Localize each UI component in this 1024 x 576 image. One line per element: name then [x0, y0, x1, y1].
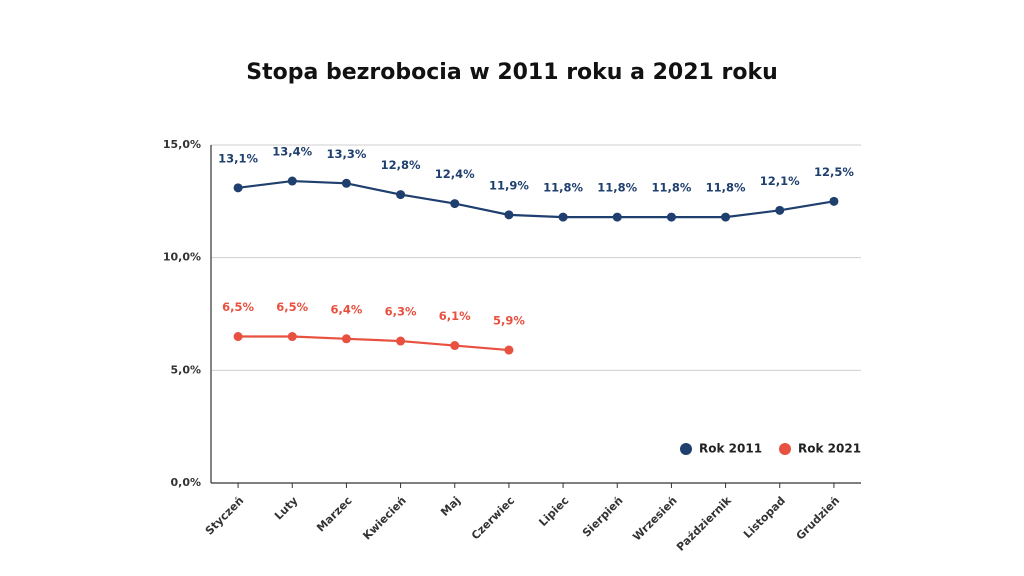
point	[233, 183, 243, 193]
legend-marker	[779, 443, 791, 455]
data-label: 6,4%	[330, 302, 362, 316]
point	[396, 190, 406, 200]
y-tick-label: 0,0%	[170, 476, 201, 489]
point	[504, 345, 514, 355]
x-tick-label: Lipiec	[536, 494, 571, 529]
series-line	[238, 335, 510, 352]
data-label: 12,5%	[814, 165, 854, 179]
data-label: 11,9%	[489, 178, 529, 192]
point	[558, 212, 568, 222]
x-tick-label: Sierpień	[580, 494, 626, 540]
point	[504, 210, 514, 220]
x-tick-label: Luty	[272, 494, 300, 522]
legend-label: Rok 2011	[699, 442, 762, 456]
point	[775, 205, 785, 215]
x-tick-label: Maj	[438, 494, 463, 519]
data-label: 5,9%	[493, 314, 525, 328]
y-tick-label: 5,0%	[170, 363, 201, 376]
point	[396, 336, 406, 346]
x-tick-label: Grudzień	[794, 494, 843, 543]
data-label: 13,4%	[272, 145, 312, 159]
data-label: 13,1%	[218, 151, 258, 165]
point	[450, 199, 460, 209]
data-label: 11,8%	[543, 181, 583, 195]
data-label: 6,1%	[439, 309, 471, 323]
y-tick-label: 15,0%	[163, 138, 201, 151]
point	[341, 334, 351, 344]
point	[612, 212, 622, 222]
data-label: 13,3%	[326, 147, 366, 161]
x-tick-label: Marzec	[314, 494, 354, 534]
x-tick-label: Wrzesień	[630, 494, 679, 543]
data-label: 6,5%	[222, 300, 254, 314]
data-label: 12,8%	[381, 158, 421, 172]
point	[287, 332, 297, 342]
legend-marker	[680, 443, 692, 455]
data-label: 6,3%	[385, 305, 417, 319]
legend-label: Rok 2021	[798, 442, 861, 456]
data-label: 11,8%	[651, 181, 691, 195]
series-line	[237, 179, 835, 219]
data-label: 12,4%	[435, 167, 475, 181]
point	[341, 178, 351, 188]
data-label: 6,5%	[276, 300, 308, 314]
y-tick-label: 10,0%	[163, 251, 201, 264]
point	[450, 341, 460, 351]
point	[829, 196, 839, 206]
x-tick-label: Kwiecień	[360, 494, 408, 542]
point	[287, 176, 297, 186]
x-tick-label: Styczeń	[203, 494, 247, 538]
x-tick-label: Listopad	[741, 494, 788, 541]
point	[666, 212, 676, 222]
data-label: 12,1%	[760, 174, 800, 188]
data-label: 11,8%	[597, 181, 637, 195]
point	[233, 332, 243, 342]
data-label: 11,8%	[706, 181, 746, 195]
point	[721, 212, 731, 222]
x-tick-label: Czerwiec	[469, 494, 517, 542]
x-tick-label: Październik	[674, 494, 734, 554]
chart-title: Stopa bezrobocia w 2011 roku a 2021 roku	[246, 60, 778, 85]
